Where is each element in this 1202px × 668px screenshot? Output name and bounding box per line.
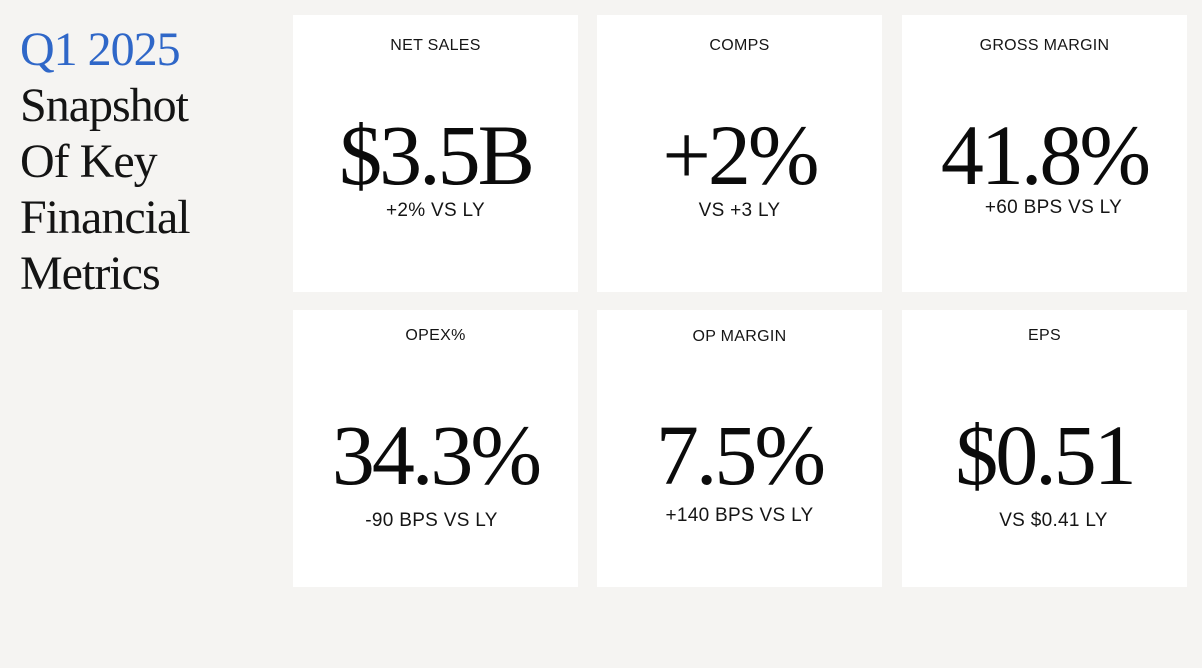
metric-card-net-sales: NET SALES $3.5B +2% VS LY: [293, 15, 578, 292]
metric-label: GROSS MARGIN: [979, 37, 1110, 54]
metric-card-op-margin: OP MARGIN 7.5% +140 BPS VS LY: [597, 310, 882, 587]
metric-label: NET SALES: [390, 37, 481, 54]
metric-comparison: +60 BPS VS LY: [984, 197, 1123, 218]
title-line: Metrics: [20, 247, 161, 300]
metric-label: OP MARGIN: [692, 328, 787, 345]
metric-card-gross-margin: GROSS MARGIN 41.8% +60 BPS VS LY: [902, 15, 1187, 292]
metric-comparison: +2% VS LY: [386, 200, 485, 221]
metric-card-opex: OPEX% 34.3% -90 BPS VS LY: [293, 310, 578, 587]
metric-value: +2%: [662, 107, 819, 203]
metric-card-comps: COMPS +2% VS +3 LY: [597, 15, 882, 292]
metric-comparison: -90 BPS VS LY: [365, 510, 498, 531]
metric-card-eps: EPS $0.51 VS $0.41 LY: [902, 310, 1187, 587]
metric-comparison: VS +3 LY: [698, 200, 781, 221]
metric-value: 34.3%: [331, 407, 542, 503]
title-line: Of Key: [20, 135, 158, 188]
metric-value: 41.8%: [940, 107, 1151, 203]
period-heading: Q1 2025: [20, 23, 181, 76]
metric-comparison: VS $0.41 LY: [999, 510, 1108, 531]
metric-label: EPS: [1028, 327, 1061, 344]
metric-label: COMPS: [709, 37, 770, 54]
metric-comparison: +140 BPS VS LY: [665, 505, 814, 526]
metric-value: $0.51: [955, 407, 1137, 503]
slide-title: Q1 2025 Snapshot Of Key Financial Metric…: [20, 22, 280, 302]
title-line: Financial: [20, 191, 191, 244]
title-line: Snapshot: [20, 79, 189, 132]
metric-value: 7.5%: [655, 407, 826, 503]
metric-value: $3.5B: [339, 107, 535, 203]
metric-label: OPEX%: [405, 327, 466, 344]
